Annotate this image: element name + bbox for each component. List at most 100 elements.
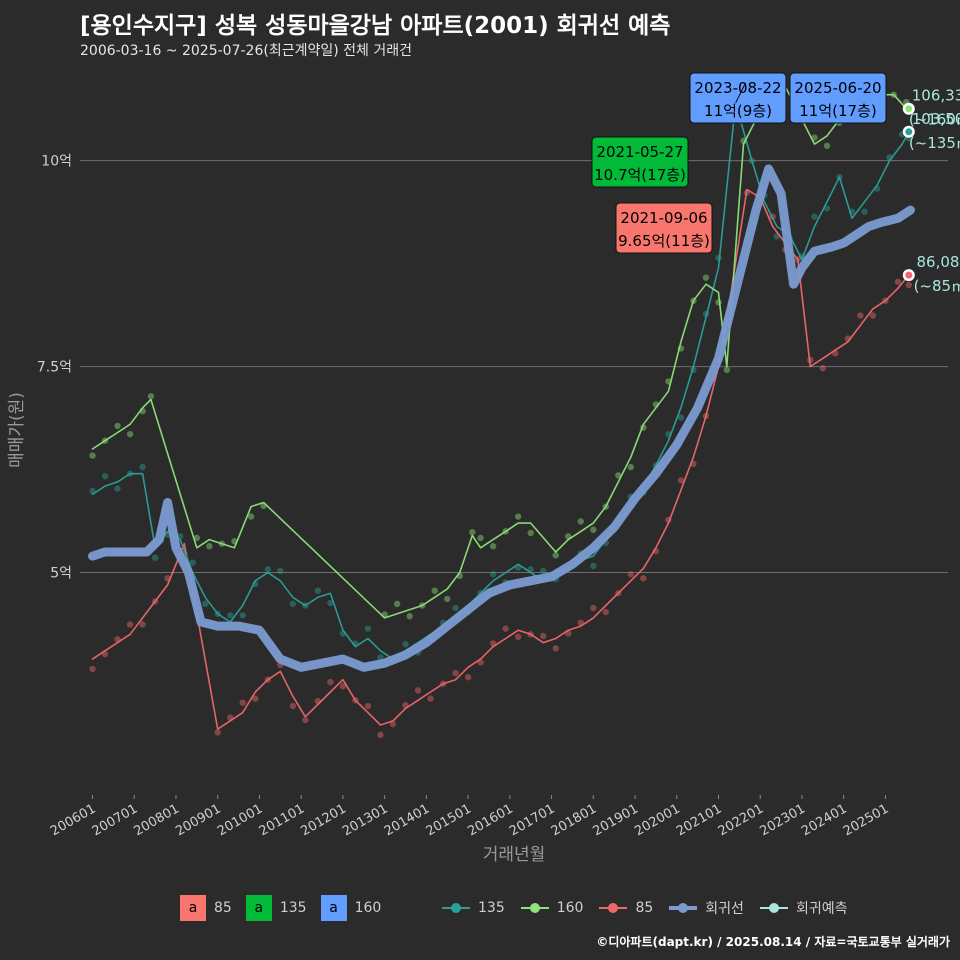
point-135-58 [823, 205, 831, 212]
point-85-3 [126, 621, 134, 628]
point-85-41 [627, 571, 635, 578]
point-135-15 [277, 567, 284, 575]
point-135-12 [239, 612, 246, 619]
point-160-20 [477, 534, 484, 542]
point-85-59 [857, 312, 864, 319]
callout-date-2: 2021-05-27 [596, 143, 683, 161]
point-135-14 [264, 566, 271, 573]
point-160-6 [193, 534, 201, 542]
legend-line-160: 160 [519, 898, 583, 918]
point-135-57 [811, 213, 818, 220]
point-85-60 [869, 312, 877, 319]
series-line-regression [88, 164, 915, 672]
callout-price-1: 11억(17층) [799, 102, 876, 120]
callout-price-0: 11억(9층) [704, 102, 772, 120]
legend-line-85-label: 85 [635, 900, 654, 916]
x-tick-label-10: 201601 [465, 801, 515, 839]
point-85-31 [502, 625, 509, 632]
x-tick-label-8: 201401 [382, 801, 432, 839]
legend-line-forecast-key [759, 903, 788, 913]
point-135-47 [677, 414, 685, 421]
legend-line-85-key [599, 903, 628, 913]
point-135-22 [364, 625, 372, 632]
point-160-10 [247, 513, 255, 520]
forecast-value-135: 103,500 [912, 110, 960, 128]
callout-price-3: 9.65억(11층) [618, 232, 710, 250]
forecast-area-160: (~160㎡) [909, 111, 960, 129]
point-160-27 [577, 518, 584, 525]
point-135-36 [540, 567, 547, 575]
point-135-19 [327, 599, 334, 607]
point-160-25 [552, 552, 559, 559]
forecast-point-160 [905, 105, 913, 113]
x-tick-label-16: 202201 [716, 801, 766, 839]
series-line-85 [91, 188, 910, 730]
point-85-10 [239, 699, 246, 706]
callout-box-3 [615, 202, 713, 254]
x-tick-label-13: 201901 [591, 801, 641, 839]
y-tick-label-1: 7.5억 [37, 360, 72, 376]
point-85-0 [89, 665, 96, 673]
x-tick-label-19: 202501 [841, 801, 891, 839]
legend-line-forecast: 회귀예측 [758, 898, 848, 918]
point-135-8 [189, 559, 196, 566]
legend-box-135: a 135 [245, 895, 307, 921]
point-160-31 [627, 463, 635, 471]
point-85-14 [289, 702, 297, 710]
point-160-45 [823, 142, 831, 149]
series-line-135 [91, 102, 910, 660]
chart-title: [용인수지구] 성복 성동마을강남 아파트(2001) 회귀선 예측 [80, 13, 671, 39]
point-135-50 [715, 254, 722, 262]
point-160-14 [406, 613, 413, 620]
point-85-18 [339, 683, 347, 690]
point-135-2 [114, 485, 121, 492]
legend-box-160-key: a [320, 895, 347, 921]
x-tick-label-12: 201801 [549, 801, 599, 839]
forecast-value-85: 86,083 [917, 253, 960, 271]
legend-line-regression-key [669, 903, 698, 913]
point-85-35 [552, 645, 559, 652]
point-85-25 [427, 695, 434, 702]
legend-box-135-label: 135 [279, 900, 307, 916]
point-135-61 [861, 208, 868, 215]
x-tick-label-0: 200601 [48, 801, 98, 839]
point-160-19 [469, 528, 476, 536]
x-tick-label-11: 201701 [507, 801, 557, 839]
point-85-22 [389, 720, 397, 728]
callout-box-2 [591, 136, 689, 188]
point-85-15 [302, 716, 309, 724]
x-tick-label-6: 201201 [298, 801, 348, 839]
legend-box-85: a 85 [180, 895, 232, 921]
point-85-32 [514, 633, 522, 641]
x-tick-label-15: 202101 [674, 801, 724, 839]
point-160-5 [147, 393, 155, 400]
y-tick-label-0: 5억 [50, 566, 72, 582]
legend-line-135: 135 [440, 898, 505, 918]
point-135-5 [151, 554, 159, 561]
point-135-11 [227, 612, 234, 619]
x-tick-label-17: 202301 [757, 801, 807, 839]
point-160-16 [431, 587, 438, 594]
point-85-38 [590, 604, 597, 612]
point-85-8 [214, 729, 221, 736]
point-135-16 [289, 600, 297, 608]
x-tick-label-3: 200901 [173, 801, 223, 839]
x-tick-label-2: 200801 [131, 801, 181, 839]
point-135-23 [377, 654, 384, 661]
legend-line-group: 135 160 85 회귀선 회귀예측 [440, 893, 861, 923]
point-85-21 [377, 731, 384, 739]
point-160-24 [527, 529, 534, 537]
x-tick-label-4: 201001 [215, 801, 265, 839]
point-160-0 [89, 452, 96, 459]
legend-line-regression-label: 회귀선 [705, 901, 744, 917]
point-85-11 [252, 695, 259, 702]
point-85-42 [640, 575, 647, 582]
point-160-23 [514, 513, 522, 520]
x-tick-label-14: 202001 [632, 801, 682, 839]
legend-line-forecast-label: 회귀예측 [795, 901, 848, 917]
point-85-4 [139, 621, 146, 628]
x-tick-label-7: 201301 [340, 801, 390, 839]
chart-subtitle: 2006-03-16 ~ 2025-07-26(최근계약일) 전체 거래건 [80, 43, 412, 59]
point-85-56 [819, 365, 827, 372]
